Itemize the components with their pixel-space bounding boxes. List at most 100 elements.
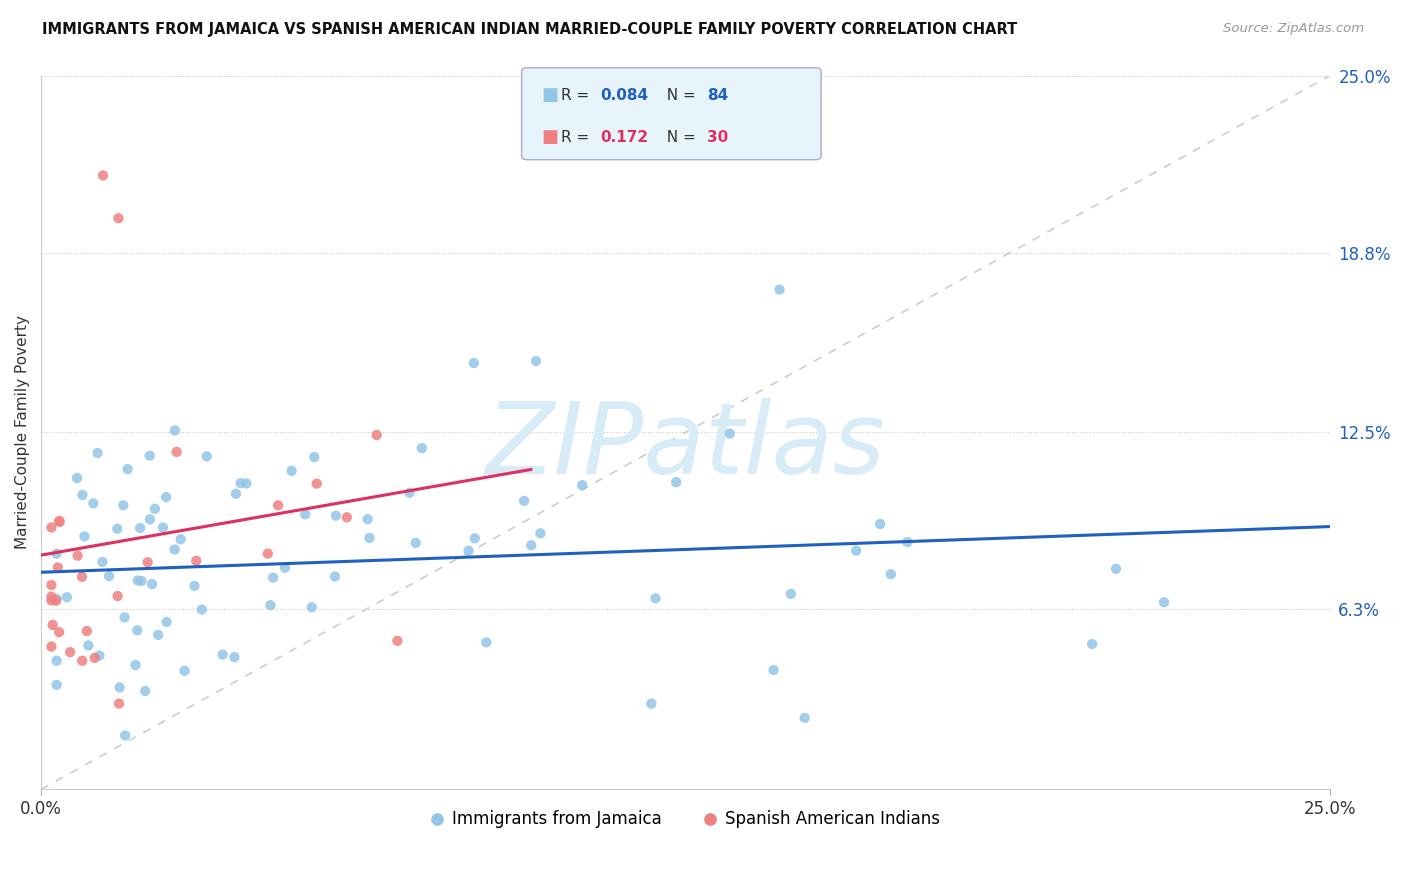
Point [76,624,98,638]
Point [520,538,543,552]
Text: Source: ZipAtlas.com: Source: ZipAtlas.com [1223,22,1364,36]
Point [336,510,359,524]
Point [41,640,63,654]
Point [155,490,177,504]
Point [195,450,218,464]
Point [768,283,790,297]
Point [98,569,121,583]
Point [73,529,96,543]
Point [124,657,146,672]
Point [66,549,89,563]
Point [155,615,177,629]
Y-axis label: Married-Couple Family Poverty: Married-Couple Family Poverty [15,316,30,549]
Point [114,729,136,743]
Point [91,555,114,569]
Point [323,569,346,583]
Point [191,602,214,616]
Point [779,587,801,601]
Point [665,475,688,490]
Point [107,589,129,603]
Text: ■: ■ [541,87,558,104]
Point [105,522,128,536]
Point [513,493,536,508]
Text: ZIPatlas: ZIPatlas [485,398,886,495]
Point [1081,637,1104,651]
Point [108,697,131,711]
Point [48,515,70,529]
Point [41,590,63,604]
Point [82,496,104,510]
Point [108,681,131,695]
Point [762,663,785,677]
Point [48,514,70,528]
Point [114,610,136,624]
Point [186,554,208,568]
Point [129,521,152,535]
Point [41,520,63,534]
Point [86,446,108,460]
Point [56,591,79,605]
Point [294,508,316,522]
Point [411,441,433,455]
Point [359,531,381,545]
Point [387,633,409,648]
Point [83,651,105,665]
Point [127,624,149,638]
Legend: Immigrants from Jamaica, Spanish American Indians: Immigrants from Jamaica, Spanish America… [425,803,948,834]
Point [166,445,188,459]
Text: N =: N = [657,87,700,103]
Point [524,354,547,368]
Point [70,570,93,584]
Point [72,488,94,502]
Point [45,654,67,668]
Text: R =: R = [561,130,595,145]
Text: R =: R = [561,87,595,103]
Point [107,211,129,226]
Point [169,533,191,547]
Point [117,462,139,476]
Point [143,501,166,516]
Point [152,520,174,534]
Point [398,485,420,500]
Point [644,591,666,606]
Point [262,571,284,585]
Point [1105,562,1128,576]
Point [41,593,63,607]
Point [45,591,67,606]
Text: 30: 30 [707,130,728,145]
Point [571,478,593,492]
Point [463,356,485,370]
Point [301,600,323,615]
Point [259,599,281,613]
Point [793,711,815,725]
Point [163,542,186,557]
Point [59,645,82,659]
Point [91,169,114,183]
Point [89,648,111,663]
Point [112,498,135,512]
Point [366,428,388,442]
Point [148,628,170,642]
Point [464,532,486,546]
Point [305,476,328,491]
Text: 84: 84 [707,87,728,103]
Point [45,547,67,561]
Point [405,536,427,550]
Point [41,578,63,592]
Point [46,560,69,574]
Point [66,471,89,485]
Point [224,650,246,665]
Point [225,487,247,501]
Point [139,512,162,526]
Point [45,593,67,607]
Point [48,625,70,640]
Text: IMMIGRANTS FROM JAMAICA VS SPANISH AMERICAN INDIAN MARRIED-COUPLE FAMILY POVERTY: IMMIGRANTS FROM JAMAICA VS SPANISH AMERI… [42,22,1018,37]
Point [138,449,160,463]
Point [45,678,67,692]
Point [77,639,100,653]
Point [127,574,149,588]
Point [136,555,159,569]
Text: ■: ■ [541,128,558,146]
Point [457,543,479,558]
Point [529,526,551,541]
